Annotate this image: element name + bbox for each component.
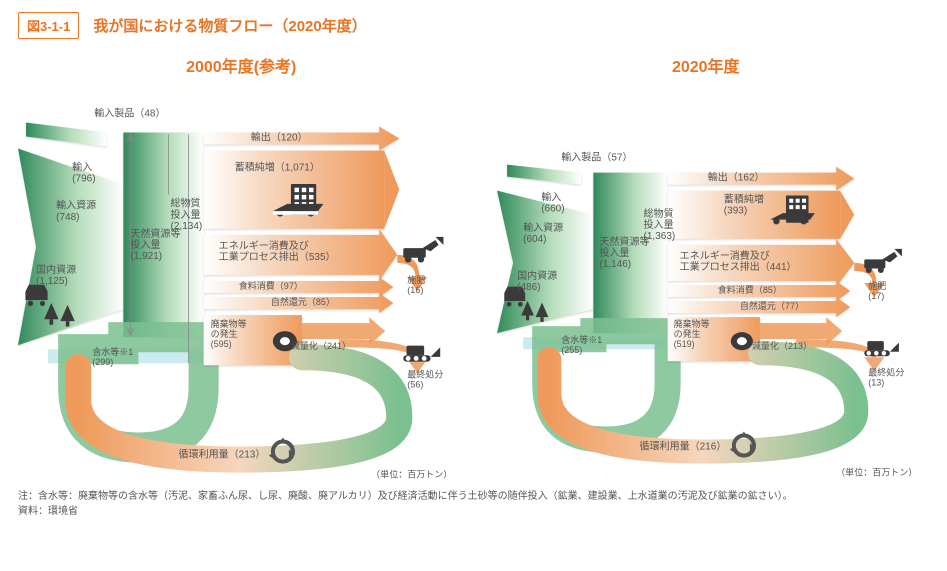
lbl-fert: 施肥(16) (407, 274, 425, 295)
lbl-exp-2: 輸出（162） (707, 171, 764, 184)
sankey-2000: 輸入製品（48） 輸入(796) 輸入資源(748) 国内資源(1,125) 天… (18, 83, 465, 491)
unit-label-0: （単位：百万トン） (371, 469, 452, 480)
lbl-ret-2: 自然還元（77） (739, 300, 803, 311)
sankey-2020: 輸入製品（57） 輸入(660) 輸入資源(604) 国内資源(486) 天然資… (483, 83, 930, 491)
lbl-imp-2: 輸入(660) (541, 191, 564, 215)
lbl-imports: 輸入(796) (72, 161, 95, 185)
figure-header: 図3-1-1 我が国における物質フロー（2020年度） (18, 12, 929, 39)
panel-title-2020: 2020年度 (483, 53, 930, 77)
bulldozer-icon (403, 346, 440, 362)
lbl-imp-prod-2: 輸入製品（57） (561, 151, 632, 164)
lbl-recycle: 循環利用量（213） (179, 448, 266, 461)
lbl-return: 自然還元（85） (271, 296, 335, 307)
panel-2000: 2000年度(参考) (18, 53, 465, 483)
lbl-total-2: 総物質投入量(1,363) (643, 207, 675, 242)
loader-icon-2 (864, 249, 902, 273)
panels-row: 2000年度(参考) (18, 53, 929, 483)
lbl-final: 最終処分(56) (407, 368, 443, 389)
figure-title: 我が国における物質フロー（2020年度） (93, 15, 366, 36)
lbl-fert-2: 施肥(17) (868, 280, 886, 301)
figure-tag: 図3-1-1 (18, 12, 79, 39)
lbl-rec-2: 循環利用量（216） (639, 440, 726, 453)
source-text: 資料：環境省 (18, 504, 929, 519)
loader-icon (403, 237, 443, 263)
lbl-red-2: 減量化（213） (751, 340, 811, 351)
unit-label-1: （単位：百万トン） (836, 467, 917, 478)
lbl-food-2: 食料消費（85） (717, 284, 781, 295)
lbl-reduce: 減量化（241） (291, 340, 351, 351)
lbl-food: 食料消費（97） (239, 280, 303, 291)
lbl-accum: 蓄積純増（1,071） (235, 161, 320, 174)
lbl-imported-products: 輸入製品（48） (94, 106, 165, 119)
bulldozer-icon-2 (864, 341, 899, 356)
lbl-total: 総物質投入量(2,134) (171, 197, 203, 232)
panel-2020: 2020年度 (483, 53, 930, 483)
lbl-exports: 輸出（120） (251, 131, 308, 144)
panel-title-2000: 2000年度(参考) (18, 53, 465, 77)
tire-icon-2 (730, 332, 752, 350)
lbl-fd-2: 最終処分(13) (868, 366, 904, 387)
